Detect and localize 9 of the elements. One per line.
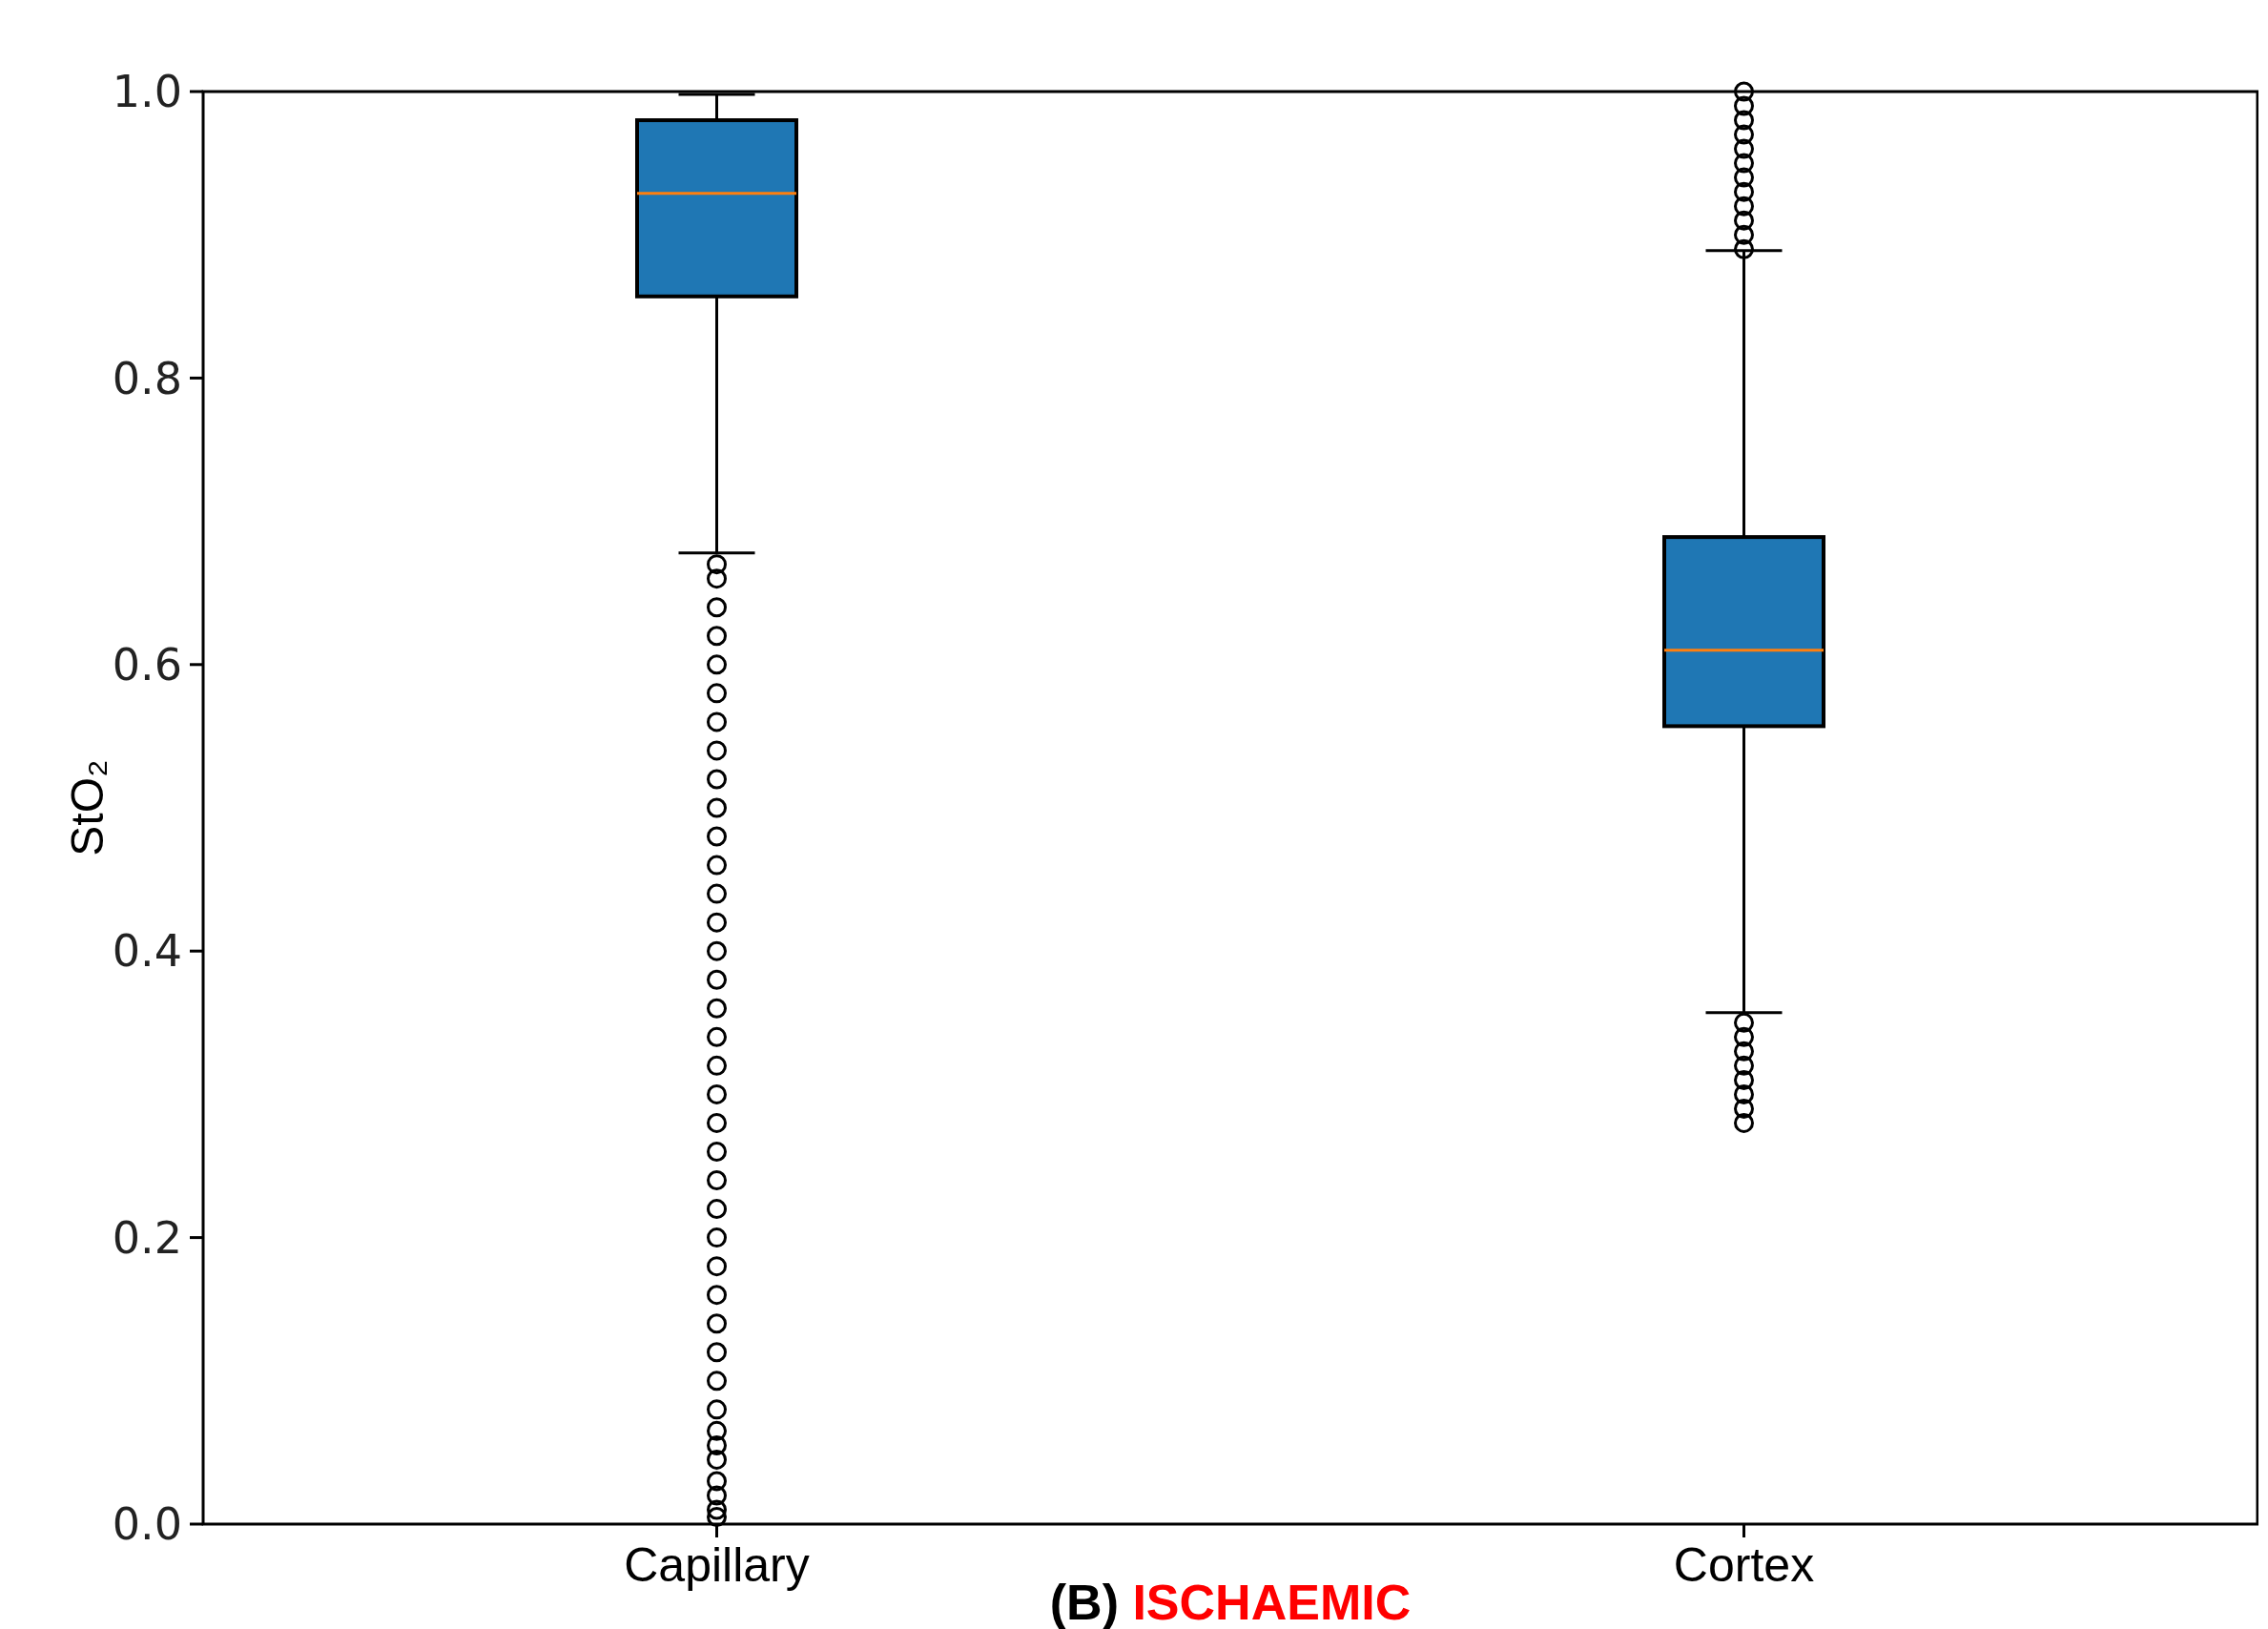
x-tick-label: Cortex bbox=[1673, 1538, 1815, 1592]
y-tick-label: 0.6 bbox=[112, 638, 182, 691]
y-axis-title: StO₂ bbox=[62, 759, 113, 856]
y-tick-label: 1.0 bbox=[112, 66, 182, 118]
x-tick-label: Capillary bbox=[624, 1538, 810, 1592]
y-tick-label: 0.8 bbox=[112, 352, 182, 404]
y-tick-label: 0.0 bbox=[112, 1498, 182, 1551]
y-tick-label: 0.4 bbox=[112, 925, 182, 978]
y-tick-label: 0.2 bbox=[112, 1211, 182, 1264]
